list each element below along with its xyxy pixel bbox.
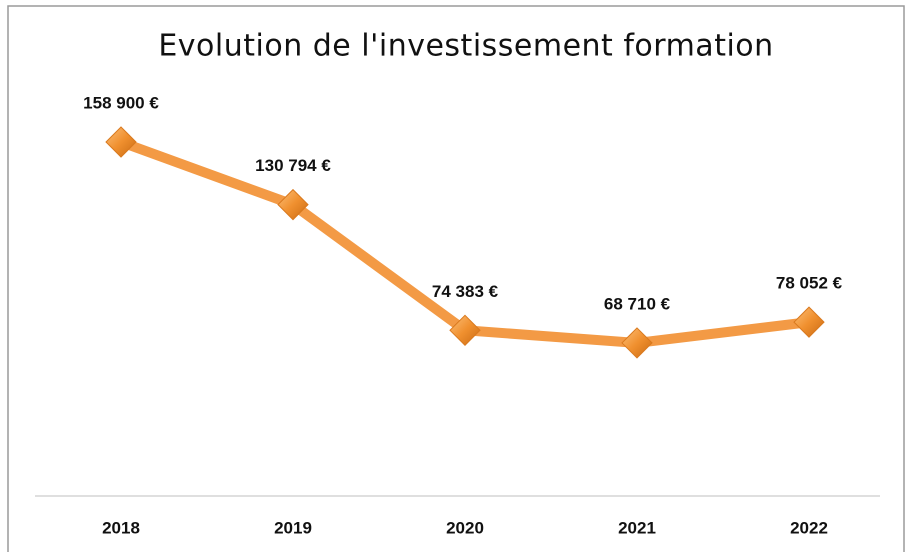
chart-title: Evolution de l'investissement formation — [158, 29, 773, 64]
marker — [277, 188, 309, 221]
marker — [621, 327, 653, 359]
marker — [105, 126, 137, 158]
data-label: 74 383 € — [432, 282, 499, 301]
chart-border — [7, 5, 905, 552]
marker — [793, 306, 825, 338]
data-label: 130 794 € — [255, 156, 331, 175]
x-tick-label: 2021 — [618, 518, 656, 537]
x-tick-label: 2020 — [446, 518, 484, 537]
data-label: 78 052 € — [776, 274, 843, 293]
data-label: 68 710 € — [604, 294, 671, 313]
data-label: 158 900 € — [83, 93, 159, 112]
x-tick-label: 2019 — [274, 518, 312, 537]
x-tick-label: 2022 — [790, 518, 828, 537]
marker — [449, 314, 481, 346]
x-tick-label: 2018 — [102, 518, 140, 537]
